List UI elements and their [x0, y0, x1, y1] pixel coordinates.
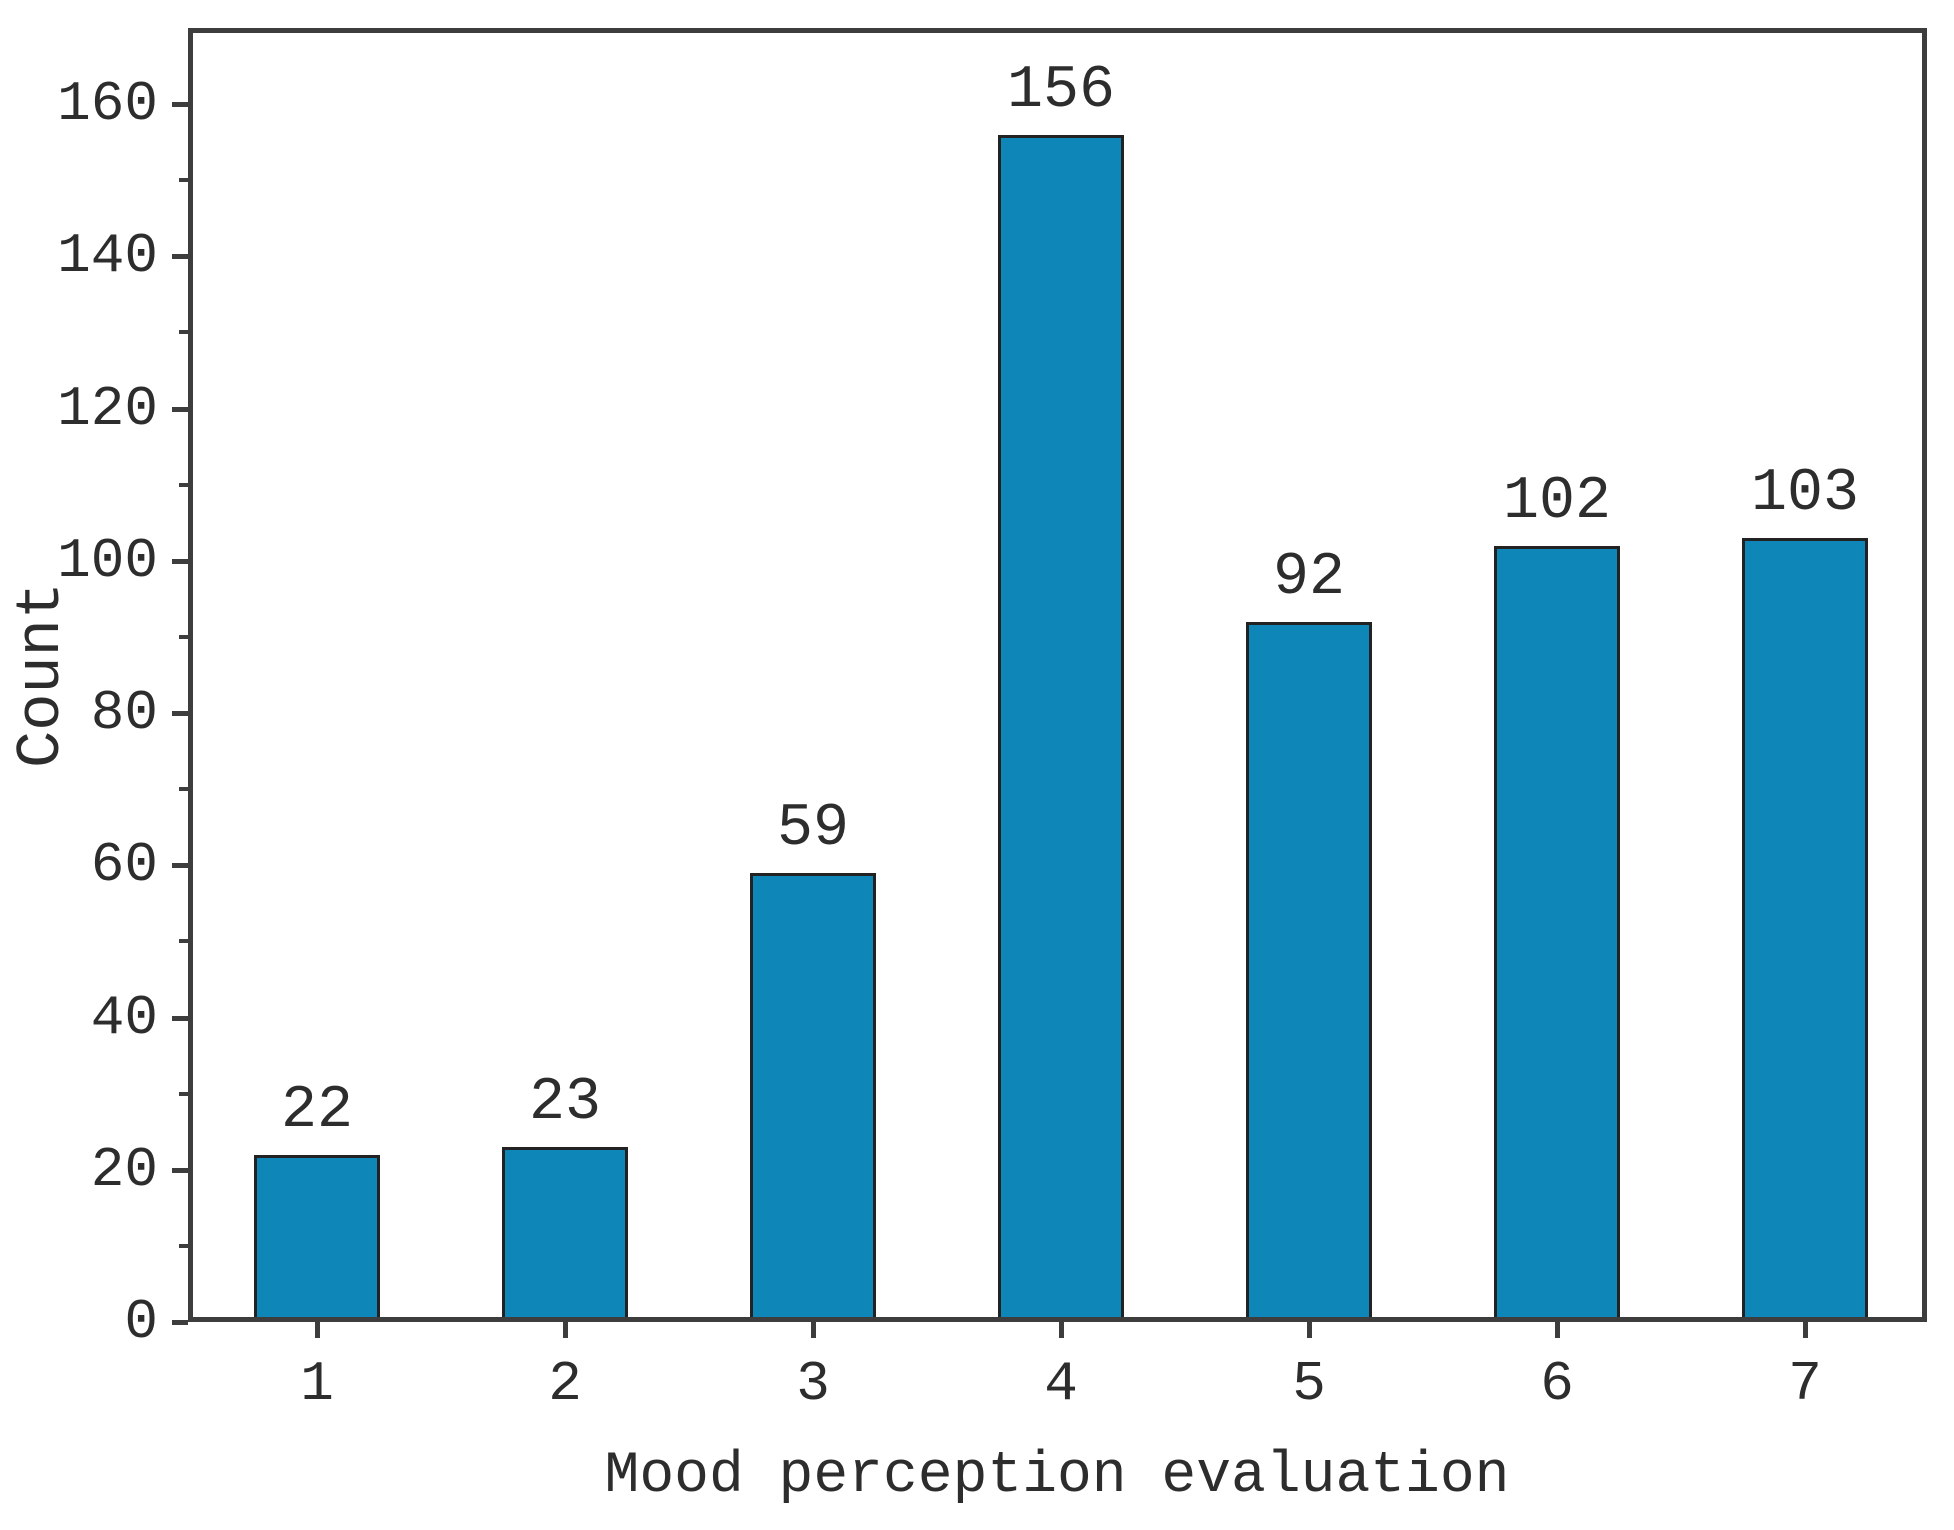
y-tick-label: 40: [90, 985, 158, 1050]
x-tick: [811, 1322, 816, 1338]
y-tick: [172, 1015, 188, 1021]
bar: [1246, 621, 1372, 1317]
y-minor-tick: [179, 939, 188, 944]
y-tick: [172, 254, 188, 260]
y-minor-tick: [179, 1091, 188, 1096]
x-tick-label: 6: [1540, 1352, 1574, 1416]
y-minor-tick: [179, 634, 188, 639]
x-tick-label: 1: [300, 1352, 334, 1416]
y-tick-label: 140: [57, 224, 158, 289]
bar-value-label: 22: [280, 1076, 354, 1145]
bar-value-label: 92: [1272, 543, 1346, 612]
y-tick: [172, 711, 188, 717]
bar: [750, 872, 876, 1317]
y-minor-tick: [179, 330, 188, 335]
bar: [1742, 537, 1868, 1317]
bar-value-label: 102: [1502, 467, 1612, 536]
y-tick: [172, 1167, 188, 1173]
bar-value-label: 23: [528, 1068, 602, 1137]
y-tick: [172, 558, 188, 564]
x-tick: [1555, 1322, 1560, 1338]
y-tick: [172, 406, 188, 412]
y-minor-tick: [179, 482, 188, 487]
bar: [254, 1154, 380, 1317]
bar-value-label: 103: [1750, 459, 1860, 528]
x-tick: [1059, 1322, 1064, 1338]
y-tick-label: 160: [57, 72, 158, 137]
y-tick-label: 120: [57, 376, 158, 441]
y-minor-tick: [179, 1243, 188, 1248]
y-tick: [172, 1320, 188, 1325]
y-tick: [172, 102, 188, 108]
y-tick-label: 80: [90, 681, 158, 746]
bar-value-label: 59: [776, 794, 850, 863]
bar: [998, 134, 1124, 1317]
x-tick-label: 3: [796, 1352, 830, 1416]
y-minor-tick: [179, 178, 188, 183]
x-tick-label: 5: [1292, 1352, 1326, 1416]
x-tick-label: 2: [548, 1352, 582, 1416]
bar: [502, 1146, 628, 1317]
x-axis-title: Mood perception evaluation: [604, 1444, 1510, 1509]
x-tick-label: 7: [1788, 1352, 1822, 1416]
x-tick: [563, 1322, 568, 1338]
bar: [1494, 545, 1620, 1317]
x-tick-label: 4: [1044, 1352, 1078, 1416]
bar-value-label: 156: [1006, 56, 1116, 125]
y-tick: [172, 863, 188, 869]
y-minor-tick: [179, 787, 188, 792]
y-tick-label: 100: [57, 528, 158, 593]
y-tick-label: 0: [124, 1290, 158, 1354]
x-tick: [315, 1322, 320, 1338]
x-tick: [1307, 1322, 1312, 1338]
y-tick-label: 20: [90, 1137, 158, 1202]
x-tick: [1803, 1322, 1808, 1338]
y-tick-label: 60: [90, 833, 158, 898]
